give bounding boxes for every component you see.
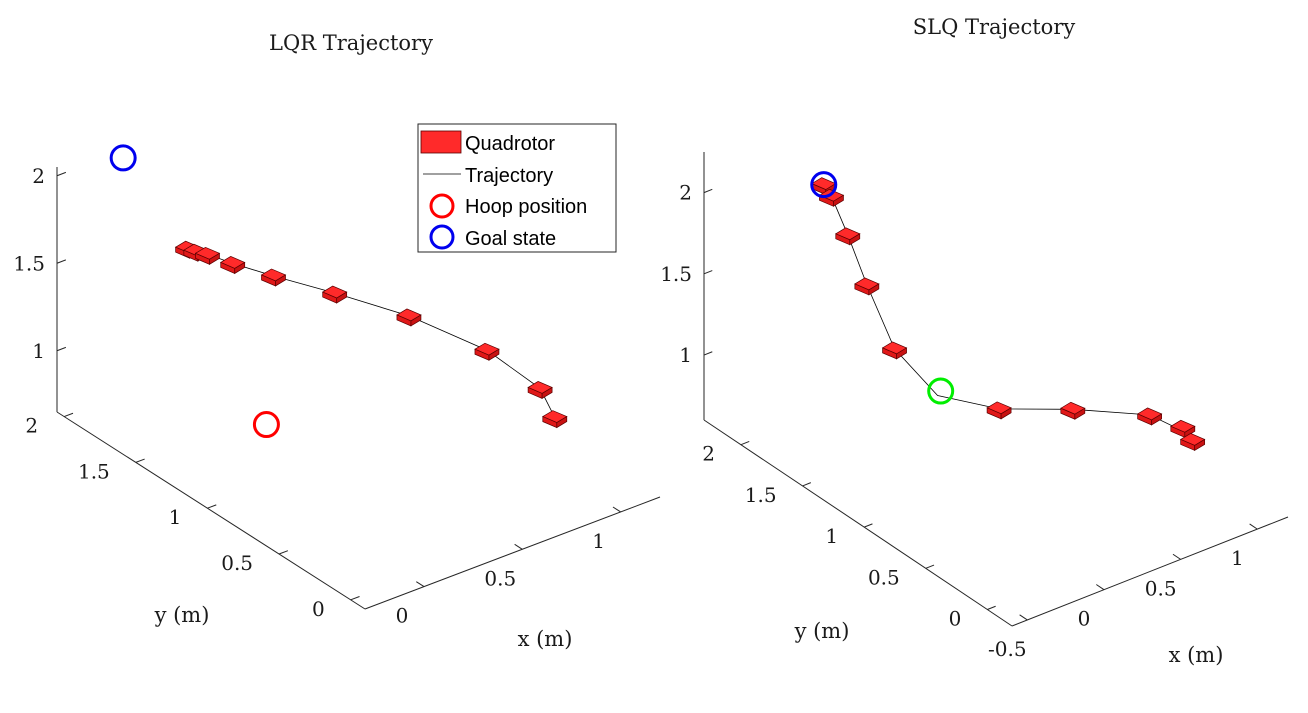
- slq-quadrotor: [1136, 407, 1163, 426]
- lqr-quadrotor: [527, 381, 553, 400]
- slq-y-tick-label: 1.5: [745, 483, 777, 507]
- lqr-x-axis-line: [364, 496, 661, 610]
- slq-z-tick: [703, 351, 713, 356]
- legend-item-quadrotor: Quadrotor: [420, 130, 555, 155]
- lqr-y-tick: [63, 412, 74, 418]
- slq-y-tick-label: 2: [702, 442, 715, 466]
- slq-y-tick: [925, 564, 935, 569]
- slq-quadrotor: [1060, 401, 1086, 420]
- lqr-quadrotor: [396, 308, 422, 327]
- lqr-x-tick: [514, 543, 523, 550]
- legend-quadrotor-swatch: [420, 130, 462, 154]
- lqr-z-tick-label: 2: [32, 164, 45, 188]
- lqr-x-tick: [612, 506, 621, 513]
- lqr-quadrotor: [474, 342, 500, 361]
- slq-y-tick: [863, 523, 873, 528]
- slq-x-tick-label: 1: [1231, 546, 1244, 570]
- lqr-x-tick-label: 0: [396, 604, 409, 628]
- lqr-axes: 0 0.5 1 0 0.5 1 1.5 2 1 1.5 2: [13, 164, 661, 628]
- slq-y-tick: [802, 482, 812, 487]
- lqr-panel: LQR Trajectory 0 0.5 1 0 0.5 1 1.5 2 1 1.5 2 x (m)…: [13, 31, 661, 651]
- lqr-z-tick: [56, 171, 67, 177]
- lqr-y-tick: [207, 504, 217, 509]
- lqr-trajectory-line: [187, 247, 556, 418]
- slq-z-tick-label: 1.5: [660, 262, 692, 286]
- slq-y-tick-label: 1: [825, 524, 838, 548]
- slq-quadrotor: [881, 341, 908, 360]
- slq-z-tick-label: 1: [679, 343, 692, 367]
- slq-z-tick-label: 2: [679, 181, 692, 205]
- lqr-x-tick: [416, 581, 425, 588]
- legend-label: Quadrotor: [465, 133, 555, 155]
- lqr-y-tick-label: 2: [25, 414, 38, 438]
- slq-x-tick-label: 0.5: [1145, 576, 1177, 600]
- slq-quadrotor: [1170, 419, 1196, 438]
- legend-item-hoop: Hoop position: [429, 193, 587, 219]
- lqr-quadrotor: [321, 285, 348, 304]
- slq-y-axis-label: y (m): [794, 619, 850, 643]
- lqr-y-tick-label: 1.5: [78, 459, 110, 483]
- lqr-hoop-marker: [252, 411, 280, 439]
- slq-x-axis-label: x (m): [1169, 643, 1224, 667]
- lqr-z-tick: [56, 346, 67, 352]
- slq-y-tick-label: 0.5: [868, 565, 900, 589]
- slq-y-axis-line: [703, 419, 1013, 627]
- lqr-x-tick-label: 0.5: [484, 566, 516, 590]
- legend: Quadrotor Trajectory Hoop position Goal …: [417, 123, 617, 253]
- slq-hoop-marker: [927, 377, 955, 405]
- lqr-y-tick-label: 0.5: [221, 551, 253, 575]
- slq-z-tick: [703, 188, 713, 194]
- lqr-x-tick-label: 1: [592, 529, 605, 553]
- lqr-y-tick-label: 1: [169, 505, 182, 529]
- legend-label: Trajectory: [465, 165, 553, 187]
- lqr-goal-marker: [109, 144, 137, 172]
- slq-x-tick-label: -0.5: [988, 637, 1027, 661]
- legend-label: Goal state: [465, 228, 556, 250]
- slq-x-tick: [1249, 523, 1258, 530]
- lqr-x-axis-label: x (m): [518, 627, 573, 651]
- lqr-z-tick: [56, 259, 67, 264]
- slq-x-tick: [1172, 553, 1181, 560]
- legend-goal-swatch: [429, 224, 455, 250]
- slq-x-axis-line: [1011, 516, 1289, 627]
- slq-quadrotor: [854, 277, 880, 296]
- slq-quadrotors: [810, 177, 1206, 452]
- lqr-y-tick: [135, 458, 145, 463]
- slq-y-tick: [740, 440, 750, 446]
- lqr-y-axis-label: y (m): [154, 603, 210, 627]
- slq-quadrotor: [986, 401, 1012, 420]
- slq-y-tick: [987, 605, 996, 610]
- lqr-quadrotor: [219, 256, 246, 275]
- slq-trajectory-line: [823, 184, 1186, 433]
- lqr-quadrotor: [194, 246, 221, 265]
- slq-quadrotor: [1179, 433, 1206, 452]
- lqr-quadrotors: [174, 240, 568, 429]
- legend-item-goal: Goal state: [429, 224, 556, 250]
- legend-hoop-swatch: [429, 193, 455, 219]
- lqr-z-tick-label: 1.5: [13, 251, 45, 275]
- slq-x-tick: [1019, 614, 1028, 621]
- legend-item-trajectory: Trajectory: [423, 165, 553, 187]
- lqr-y-tick-label: 0: [312, 597, 325, 621]
- slq-quadrotor: [835, 227, 861, 246]
- lqr-y-tick: [350, 596, 360, 601]
- slq-panel: SLQ Trajectory -0.5 0 0.5 1 0 0.5 1 1.5 2 1 1.5 2 x…: [660, 15, 1289, 667]
- lqr-quadrotor: [542, 410, 568, 429]
- lqr-quadrotor: [260, 268, 287, 287]
- slq-y-tick-label: 0: [949, 607, 962, 631]
- legend-label: Hoop position: [465, 196, 587, 218]
- lqr-y-tick: [278, 550, 289, 555]
- lqr-title: LQR Trajectory: [269, 31, 433, 55]
- slq-goal-marker: [810, 171, 838, 199]
- slq-x-tick: [1096, 584, 1105, 591]
- slq-title: SLQ Trajectory: [913, 15, 1076, 39]
- lqr-y-axis-line: [56, 411, 366, 610]
- lqr-z-tick-label: 1: [32, 339, 45, 363]
- slq-axes: -0.5 0 0.5 1 0 0.5 1 1.5 2 1 1.5 2: [660, 152, 1289, 661]
- slq-x-tick-label: 0: [1078, 607, 1091, 631]
- slq-z-tick: [703, 270, 713, 275]
